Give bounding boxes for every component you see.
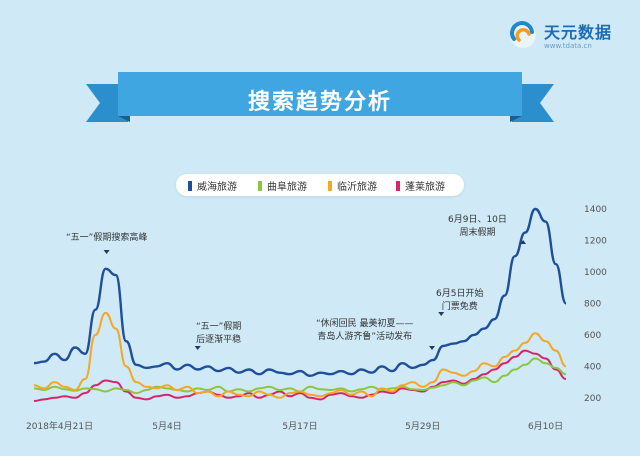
annotation-free-tickets-line1: 6月5日开始	[436, 289, 484, 299]
annotation-mayday-peak: “五一”假期搜索高峰	[66, 233, 148, 243]
x-tick-label: 5月17日	[282, 421, 317, 432]
annotation-arrow	[429, 346, 435, 350]
annotation-free-tickets: 6月5日开始 门票免费	[436, 288, 483, 314]
series-line-0	[33, 207, 568, 377]
annotation-after-holiday: “五一”假期 后逐渐平稳	[196, 321, 241, 347]
annotation-arrow	[194, 346, 201, 350]
annotation-after-holiday-line2: 后逐渐平稳	[196, 335, 242, 345]
y-tick-label: 200	[584, 394, 601, 404]
logo-swirl-icon	[510, 21, 536, 48]
legend-swatch-linyi	[328, 181, 332, 191]
annotation-markers	[103, 240, 527, 350]
annotation-arrow	[103, 250, 110, 254]
legend-item-penglai: 蓬莱旅游	[396, 178, 445, 193]
annotation-arrow	[438, 312, 445, 316]
x-tick-label: 5月4日	[152, 421, 181, 432]
y-tick-label: 600	[584, 331, 601, 341]
chart-title: 搜索趋势分析	[247, 90, 392, 115]
legend-label-linyi: 临沂旅游	[337, 182, 377, 193]
legend-item-qufu: 曲阜旅游	[258, 178, 307, 193]
y-tick-label: 800	[584, 299, 601, 309]
annotation-weekend: 6月9日、10日 周末假期	[448, 214, 507, 240]
series-line-2	[33, 311, 567, 399]
chart-legend: 威海旅游 曲阜旅游 临沂旅游 蓬莱旅游	[176, 174, 464, 196]
legend-swatch-weihai	[188, 181, 192, 191]
legend-swatch-qufu	[258, 181, 262, 191]
x-tick-label: 2018年4月21日	[26, 420, 93, 432]
legend-item-linyi: 临沂旅游	[328, 178, 377, 193]
y-tick-label: 1400	[584, 205, 607, 215]
series-lines	[33, 207, 568, 402]
legend-swatch-penglai	[396, 181, 400, 191]
annotation-arrow	[520, 240, 527, 244]
series-line-3	[33, 349, 567, 402]
annotation-campaign-line1: “休闲回民 最美初夏——	[316, 319, 414, 329]
brand-url: www.tdata.cn	[544, 42, 592, 50]
x-tick-label: 6月10日	[528, 421, 563, 432]
legend-label-weihai: 威海旅游	[197, 182, 237, 193]
legend-item-weihai: 威海旅游	[188, 178, 237, 193]
y-tick-label: 1200	[584, 236, 607, 246]
y-axis-ticks: 200 400 600 800 1000 1200 1400	[584, 205, 607, 404]
annotation-campaign: “休闲回民 最美初夏—— 青岛人游齐鲁”活动发布	[316, 318, 414, 344]
y-tick-label: 1000	[584, 268, 607, 278]
annotation-free-tickets-line2: 门票免费	[441, 302, 478, 312]
legend-label-penglai: 蓬莱旅游	[405, 182, 445, 193]
annotation-campaign-line2: 青岛人游齐鲁”活动发布	[317, 332, 413, 342]
brand-logo: 天元数据 www.tdata.cn	[508, 16, 628, 56]
annotation-weekend-line1: 6月9日、10日	[448, 215, 507, 225]
x-axis-ticks: 2018年4月21日 5月4日 5月17日 5月29日 6月10日	[26, 420, 563, 432]
x-tick-label: 5月29日	[405, 421, 440, 432]
annotation-weekend-line2: 周末假期	[459, 228, 496, 238]
annotation-after-holiday-line1: “五一”假期	[196, 322, 242, 332]
brand-name: 天元数据	[544, 23, 613, 42]
y-tick-label: 400	[584, 362, 601, 372]
legend-label-qufu: 曲阜旅游	[267, 182, 307, 193]
